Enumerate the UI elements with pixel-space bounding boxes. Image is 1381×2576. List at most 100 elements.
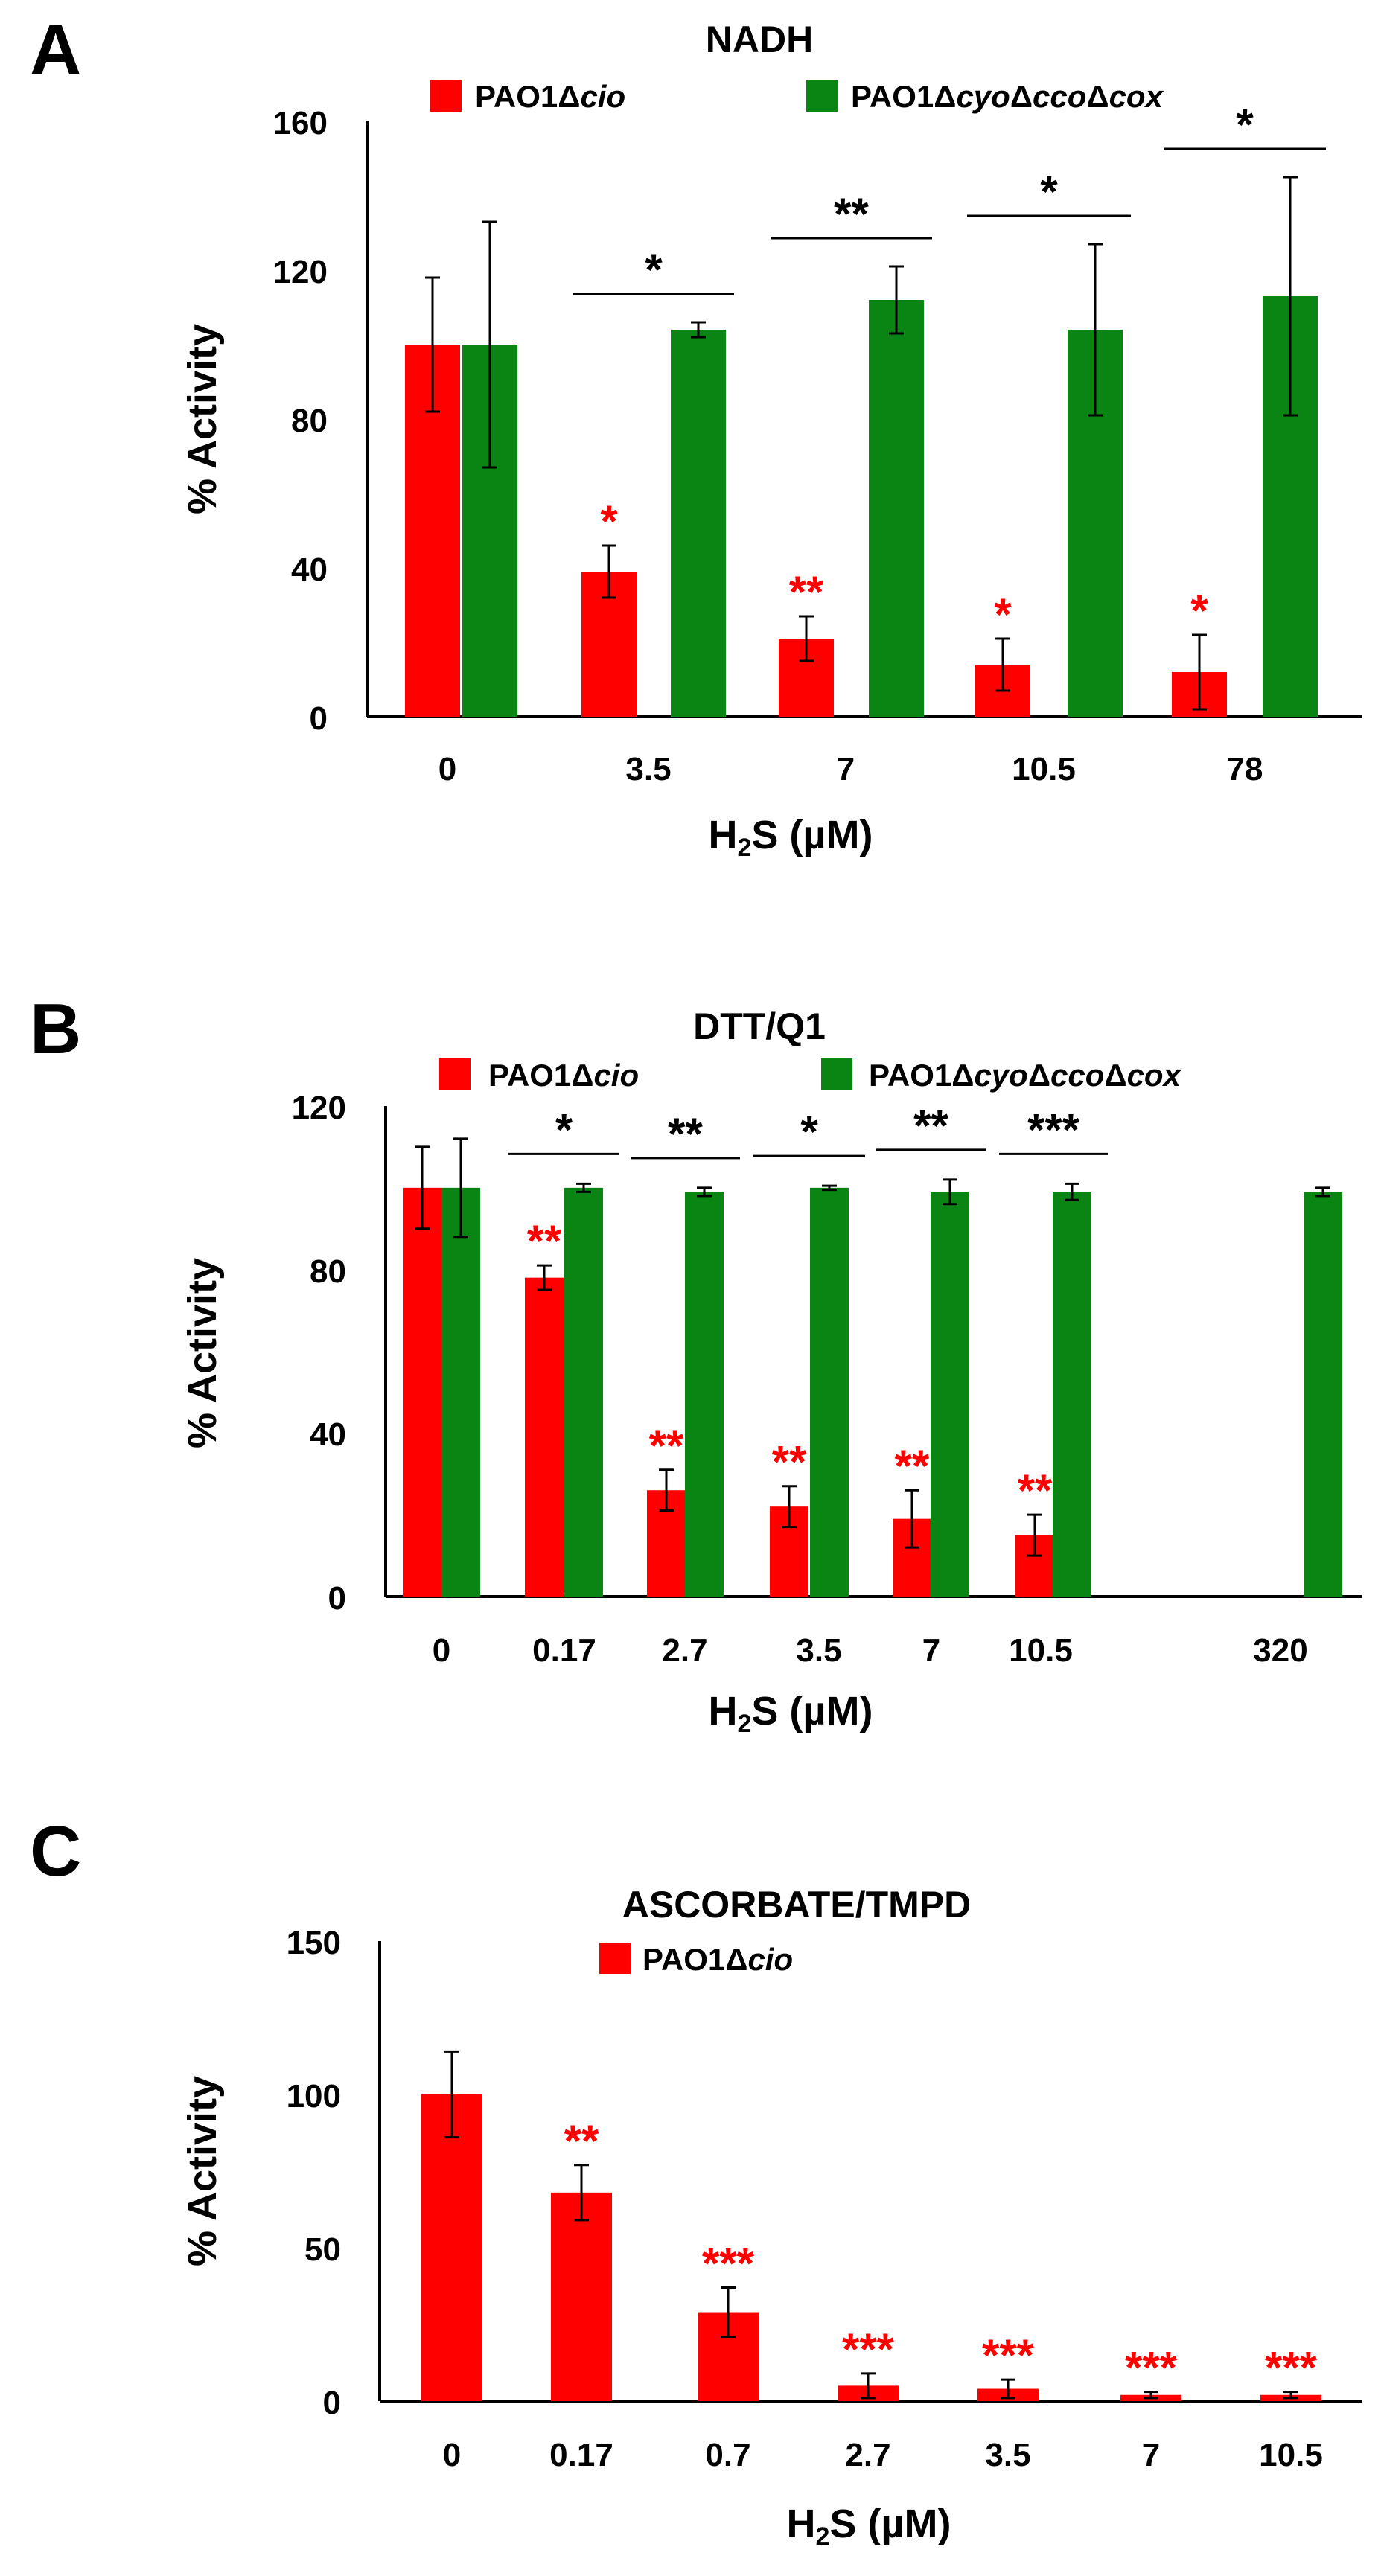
bar-red-0 (403, 1187, 441, 1597)
panel-b-xtick: 0 (433, 1632, 450, 1669)
bar-red-1 (551, 2192, 612, 2401)
panel-a-xtick: 10.5 (1012, 751, 1076, 787)
panel-c-y-axis-title: % Activity (180, 2076, 225, 2266)
significance-star-black: * (645, 245, 663, 295)
significance-star-black: * (1236, 100, 1254, 150)
significance-star-red: *** (1125, 2343, 1178, 2393)
panel-c-xtick: 0 (443, 2437, 461, 2473)
panel-a-legend-label-green: PAO1ΔcyoΔccoΔcox (851, 79, 1164, 114)
panel-c-title: ASCORBATE/TMPD (622, 1884, 972, 1925)
significance-star-red: *** (842, 2324, 895, 2374)
bar-red-0 (421, 2094, 482, 2401)
panel-b-xtick: 320 (1253, 1632, 1307, 1669)
bar-green-1 (671, 330, 726, 717)
panel-a-title: NADH (706, 19, 813, 60)
panel-b: B DTT/Q1 PAO1Δcio PAO1ΔcyoΔccoΔcox 0 40 … (30, 989, 1362, 1738)
panel-c-xtick: 0.17 (549, 2437, 613, 2473)
bar-green-3 (810, 1187, 849, 1597)
panel-c-y-axis: 0 50 100 150 (287, 1925, 381, 2421)
panel-c-legend-swatch-red (599, 1943, 631, 1974)
panel-b-y-axis-title: % Activity (180, 1258, 225, 1448)
panel-c-xtick: 7 (1142, 2437, 1160, 2473)
panel-a-legend-label-red: PAO1Δcio (475, 79, 625, 114)
panel-b-ytick: 120 (292, 1090, 346, 1126)
significance-star-red: ** (895, 1441, 930, 1491)
panel-a-legend-swatch-red (430, 80, 462, 112)
panel-b-title: DTT/Q1 (693, 1006, 826, 1047)
significance-star-black: ** (913, 1101, 948, 1151)
panel-a-legend: PAO1Δcio PAO1ΔcyoΔccoΔcox (430, 79, 1164, 114)
panel-c-xtick: 3.5 (985, 2437, 1030, 2473)
panel-b-legend-label-red: PAO1Δcio (488, 1058, 639, 1093)
significance-star-red: *** (1265, 2343, 1318, 2393)
significance-star-red: * (1190, 586, 1208, 636)
panel-a-ytick: 120 (273, 254, 328, 290)
bar-green-2 (869, 300, 924, 717)
panel-b-xtick: 2.7 (662, 1632, 707, 1669)
bar-green-6 (1304, 1192, 1342, 1597)
panel-b-x-axis: 0 0.17 2.7 3.5 7 10.5 320 (386, 1595, 1362, 1669)
bar-green-1 (564, 1187, 603, 1597)
panel-c-bars: ******** *** *** *** (421, 2050, 1321, 2401)
panel-b-legend-swatch-green (821, 1058, 852, 1090)
panel-b-legend: PAO1Δcio PAO1ΔcyoΔccoΔcox (439, 1058, 1182, 1093)
panel-b-legend-swatch-red (439, 1058, 471, 1090)
panel-c-legend: PAO1Δcio (599, 1942, 793, 1977)
significance-star-black: * (1040, 167, 1058, 217)
panel-b-xtick: 3.5 (796, 1632, 841, 1669)
bar-green-5 (1053, 1192, 1091, 1597)
panel-c-ytick: 0 (323, 2385, 341, 2421)
significance-star-red: ** (527, 1216, 562, 1266)
panel-b-ytick: 0 (328, 1580, 346, 1617)
panel-a-xtick: 0 (438, 751, 456, 787)
panel-b-ytick: 80 (310, 1253, 346, 1290)
panel-a-ytick: 160 (273, 105, 328, 141)
significance-star-red: ** (564, 2116, 599, 2166)
panel-c-ytick: 150 (287, 1925, 341, 1961)
bar-green-2 (685, 1192, 724, 1597)
panel-c-ytick: 50 (304, 2231, 341, 2268)
panel-c-ytick: 100 (287, 2078, 341, 2115)
panel-c-legend-label-red: PAO1Δcio (642, 1942, 793, 1977)
panel-c-xtick: 10.5 (1259, 2437, 1323, 2473)
panel-b-ytick: 40 (310, 1416, 346, 1453)
panel-a-xtick: 7 (837, 751, 855, 787)
panel-a-y-axis-title: % Activity (180, 324, 225, 514)
significance-star-red: ** (789, 567, 824, 617)
panel-a-y-axis: 0 40 80 120 160 (273, 105, 369, 737)
significance-star-red: *** (702, 2239, 755, 2289)
panel-a-x-axis: 0 3.5 7 10.5 78 (367, 715, 1362, 787)
panel-c-x-axis: 0 0.17 0.7 2.7 3.5 7 10.5 (380, 2400, 1362, 2473)
panel-a: A NADH PAO1Δcio PAO1ΔcyoΔccoΔcox 0 40 80… (30, 10, 1362, 862)
significance-star-red: * (994, 589, 1012, 639)
bar-red-1 (525, 1277, 564, 1597)
panel-b-xtick: 0.17 (532, 1632, 596, 1669)
significance-star-black: * (555, 1105, 573, 1154)
panel-c: C ASCORBATE/TMPD PAO1Δcio 0 50 100 150 %… (30, 1812, 1362, 2551)
panel-a-xtick: 3.5 (625, 751, 671, 787)
panel-a-ytick: 40 (291, 552, 328, 588)
panel-a-bars: *** * **** ** (405, 100, 1326, 717)
panel-b-xtick: 7 (922, 1632, 940, 1669)
significance-star-black: * (800, 1107, 818, 1157)
panel-b-xtick: 10.5 (1009, 1632, 1073, 1669)
panel-b-letter: B (30, 989, 81, 1069)
panel-b-x-axis-title: H2S (µM) (708, 1689, 873, 1738)
significance-star-black: ** (668, 1109, 703, 1159)
panel-b-legend-label-green: PAO1ΔcyoΔccoΔcox (869, 1058, 1182, 1093)
panel-c-x-axis-title: H2S (µM) (786, 2502, 951, 2551)
panel-a-ytick: 80 (291, 403, 328, 439)
significance-star-red: * (600, 496, 618, 546)
panel-c-letter: C (30, 1812, 81, 1891)
panel-a-ytick: 0 (310, 700, 328, 737)
panel-a-xtick: 78 (1227, 751, 1263, 787)
significance-star-red: ** (1018, 1466, 1053, 1515)
panel-c-xtick: 0.7 (705, 2437, 750, 2473)
panel-c-xtick: 2.7 (845, 2437, 890, 2473)
significance-star-red: ** (649, 1421, 684, 1471)
panel-a-x-axis-title: H2S (µM) (708, 813, 873, 862)
bar-green-0 (441, 1187, 480, 1597)
significance-star-red: ** (772, 1437, 807, 1487)
bar-green-4 (931, 1192, 969, 1597)
